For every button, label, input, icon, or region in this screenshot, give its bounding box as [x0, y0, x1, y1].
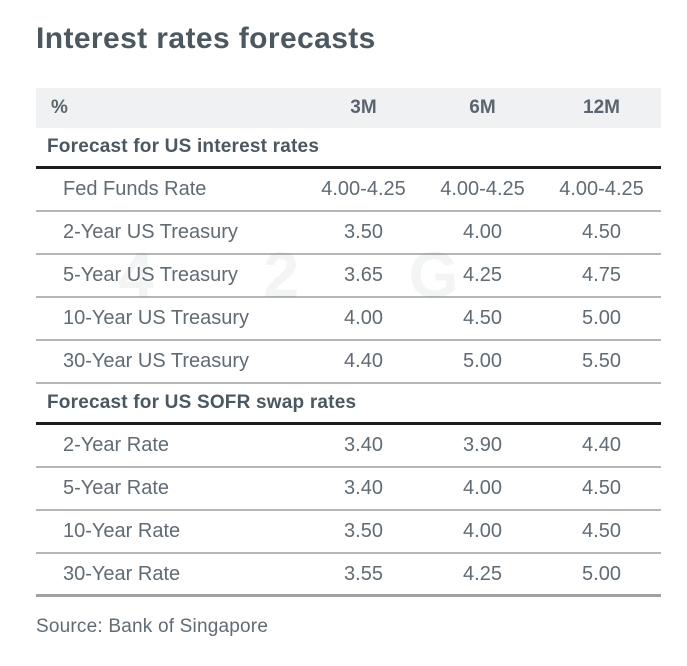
row-value: 5.50 — [582, 350, 621, 372]
row-value: 4.00-4.25 — [321, 178, 406, 200]
row-value: 4.00 — [463, 221, 502, 243]
table-row: 30-Year US Treasury 4.40 5.00 5.50 — [36, 341, 661, 384]
row-value: 4.40 — [344, 350, 383, 372]
section-header-row: Forecast for US interest rates — [36, 128, 661, 169]
row-label: 5-Year Rate — [63, 477, 169, 499]
row-value: 3.90 — [463, 434, 502, 456]
row-label: 2-Year US Treasury — [63, 221, 238, 243]
row-value: 4.25 — [463, 562, 502, 585]
row-value: 3.40 — [344, 477, 383, 499]
row-value: 3.65 — [344, 264, 383, 286]
table-row: 10-Year Rate 3.50 4.00 4.50 — [36, 511, 661, 554]
source-note: Source: Bank of Singapore — [36, 616, 269, 637]
column-header-6m: 6M — [469, 97, 496, 118]
row-value: 4.50 — [582, 520, 621, 542]
row-label: 5-Year US Treasury — [63, 264, 238, 286]
row-value: 4.00 — [344, 307, 383, 329]
forecast-table: % 3M 6M 12M Forecast for US interest rat… — [36, 88, 661, 597]
row-value: 4.25 — [463, 264, 502, 286]
table-body: Forecast for US interest rates Fed Funds … — [36, 128, 661, 597]
column-header-percent: % — [51, 97, 68, 118]
row-label: 10-Year US Treasury — [63, 307, 250, 329]
column-header-3m: 3M — [350, 97, 377, 118]
row-label: 10-Year Rate — [63, 520, 181, 542]
row-value: 3.50 — [344, 520, 383, 542]
table-row: 30-Year Rate 3.55 4.25 5.00 — [36, 554, 661, 597]
table-header-row: % 3M 6M 12M — [36, 88, 661, 128]
row-value: 5.00 — [582, 307, 621, 329]
table-row: 10-Year US Treasury 4.00 4.50 5.00 — [36, 298, 661, 341]
table-row: 2-Year US Treasury 3.50 4.00 4.50 — [36, 212, 661, 255]
row-value: 3.40 — [344, 434, 383, 456]
row-label: 30-Year Rate — [63, 562, 181, 585]
section-header-label: Forecast for US interest rates — [47, 136, 320, 157]
section-header-row: Forecast for US SOFR swap rates — [36, 384, 661, 425]
column-header-12m: 12M — [583, 97, 620, 118]
table-row: Fed Funds Rate 4.00-4.25 4.00-4.25 4.00-4.2… — [36, 169, 661, 212]
row-value: 3.50 — [344, 221, 383, 243]
row-value: 4.40 — [582, 434, 621, 456]
row-label: 2-Year Rate — [63, 434, 169, 456]
row-value: 4.00 — [463, 520, 502, 542]
section-header-label: Forecast for US SOFR swap rates — [47, 392, 357, 413]
row-label: 30-Year US Treasury — [63, 350, 250, 372]
page-title: Interest rates forecasts — [36, 22, 376, 55]
row-value: 4.50 — [582, 221, 621, 243]
row-value: 4.00-4.25 — [440, 178, 525, 200]
row-value: 5.00 — [463, 350, 502, 372]
row-value: 4.00-4.25 — [559, 178, 644, 200]
row-label: Fed Funds Rate — [63, 178, 207, 200]
row-value: 4.50 — [582, 477, 621, 499]
table-row: 5-Year US Treasury 3.65 4.25 4.75 — [36, 255, 661, 298]
row-value: 4.00 — [463, 477, 502, 499]
row-value: 4.75 — [582, 264, 621, 286]
row-value: 5.00 — [582, 562, 621, 585]
row-value: 3.55 — [344, 562, 383, 585]
table-row: 2-Year Rate 3.40 3.90 4.40 — [36, 425, 661, 468]
table-row: 5-Year Rate 3.40 4.00 4.50 — [36, 468, 661, 511]
row-value: 4.50 — [463, 307, 502, 329]
